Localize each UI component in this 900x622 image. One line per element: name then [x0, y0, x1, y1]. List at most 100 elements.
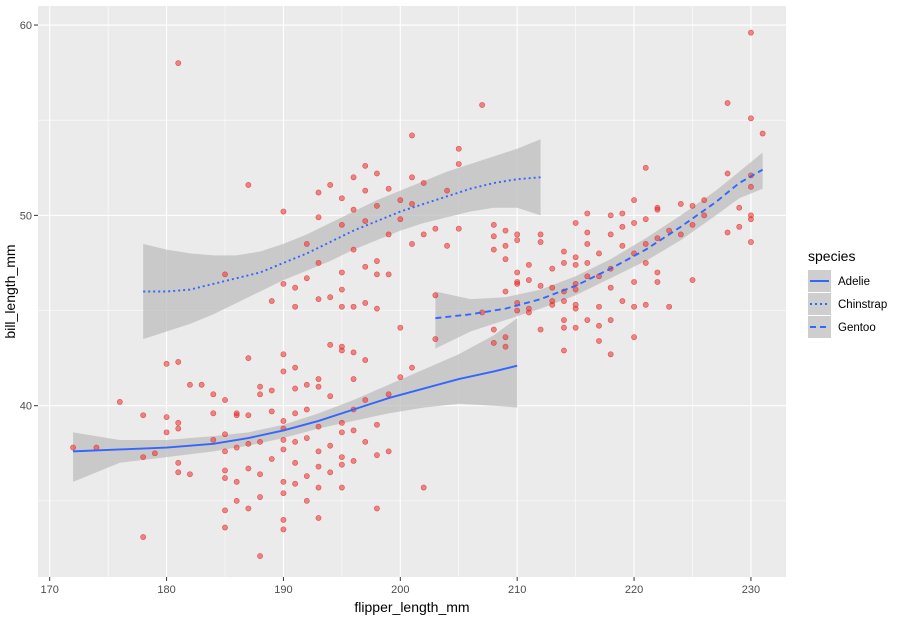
data-point: [572, 324, 579, 331]
data-point: [187, 381, 193, 388]
data-point: [654, 235, 661, 242]
x-tick-label: 170: [41, 584, 59, 596]
data-point: [549, 265, 556, 272]
data-point: [654, 204, 661, 211]
data-point: [514, 237, 521, 244]
data-point: [362, 357, 369, 363]
data-point: [327, 442, 334, 449]
data-point: [736, 204, 743, 211]
data-point: [385, 231, 392, 238]
data-point: [724, 170, 731, 177]
data-point: [210, 410, 217, 417]
data-point: [490, 339, 497, 346]
data-point: [514, 307, 521, 314]
data-point: [502, 227, 509, 234]
data-point: [549, 298, 556, 304]
data-point: [140, 412, 147, 419]
data-point: [689, 221, 696, 228]
data-point: [280, 478, 287, 485]
data-point: [572, 254, 579, 261]
data-point: [514, 279, 521, 285]
data-point: [280, 517, 287, 523]
data-point: [619, 298, 626, 304]
data-point: [374, 505, 380, 512]
data-point: [490, 233, 497, 240]
data-point: [525, 305, 532, 312]
data-point: [280, 446, 287, 453]
data-point: [315, 189, 322, 196]
data-point: [666, 227, 673, 234]
data-point: [596, 250, 602, 257]
confidence-band-adelie: [73, 318, 518, 482]
legend-title: species: [808, 248, 855, 264]
confidence-bands: [73, 139, 763, 482]
data-point: [619, 210, 626, 217]
data-point: [502, 242, 509, 249]
data-point: [479, 102, 486, 108]
data-point: [327, 341, 334, 348]
data-point: [338, 484, 345, 491]
data-point: [397, 197, 404, 204]
data-point: [689, 277, 696, 283]
data-point: [374, 258, 380, 264]
data-point: [736, 223, 743, 230]
data-point: [420, 231, 427, 238]
data-point: [362, 218, 369, 224]
data-point: [222, 524, 228, 531]
data-point: [280, 418, 287, 424]
data-point: [338, 419, 345, 426]
data-point: [175, 359, 182, 365]
data-point: [292, 480, 299, 487]
data-point: [292, 459, 299, 466]
data-point: [327, 182, 334, 188]
data-point: [642, 301, 649, 308]
data-point: [303, 435, 310, 441]
data-point: [631, 279, 637, 285]
data-point: [315, 448, 322, 455]
data-point: [245, 412, 252, 419]
data-point: [642, 241, 649, 247]
data-point: [584, 273, 591, 280]
data-point: [350, 376, 357, 382]
data-point: [315, 383, 322, 390]
smooth-line-adelie: [73, 364, 518, 453]
data-point: [280, 526, 287, 533]
data-point: [175, 60, 182, 66]
data-point: [140, 534, 147, 540]
data-point: [561, 260, 567, 266]
smooth-lines: [73, 168, 764, 453]
data-point: [163, 414, 170, 421]
x-tick-label: 190: [274, 584, 292, 596]
data-point: [280, 208, 287, 215]
data-point: [490, 221, 497, 228]
data-point: [257, 438, 263, 445]
data-point: [374, 452, 380, 459]
data-point: [350, 457, 357, 464]
legend: species Adelie Chinstrap Gentoo: [808, 248, 887, 338]
data-point: [280, 280, 287, 287]
data-point: [642, 260, 649, 266]
data-point: [362, 438, 369, 445]
data-point: [397, 324, 404, 331]
data-point: [245, 505, 252, 512]
data-point: [642, 164, 649, 171]
data-point: [338, 429, 345, 436]
data-point: [338, 303, 345, 310]
data-point: [210, 391, 217, 398]
data-point: [724, 229, 731, 236]
data-point: [303, 406, 310, 413]
data-point: [385, 271, 392, 278]
data-point: [596, 322, 602, 329]
data-point: [338, 454, 345, 460]
data-point: [292, 303, 299, 310]
data-point: [537, 239, 544, 245]
data-point: [572, 286, 579, 293]
data-point: [607, 212, 614, 219]
data-point: [257, 383, 263, 390]
data-points: [70, 29, 766, 559]
data-point: [374, 421, 380, 428]
data-point: [245, 355, 252, 362]
data-point: [374, 202, 380, 209]
data-point: [233, 497, 240, 504]
data-point: [584, 229, 591, 236]
